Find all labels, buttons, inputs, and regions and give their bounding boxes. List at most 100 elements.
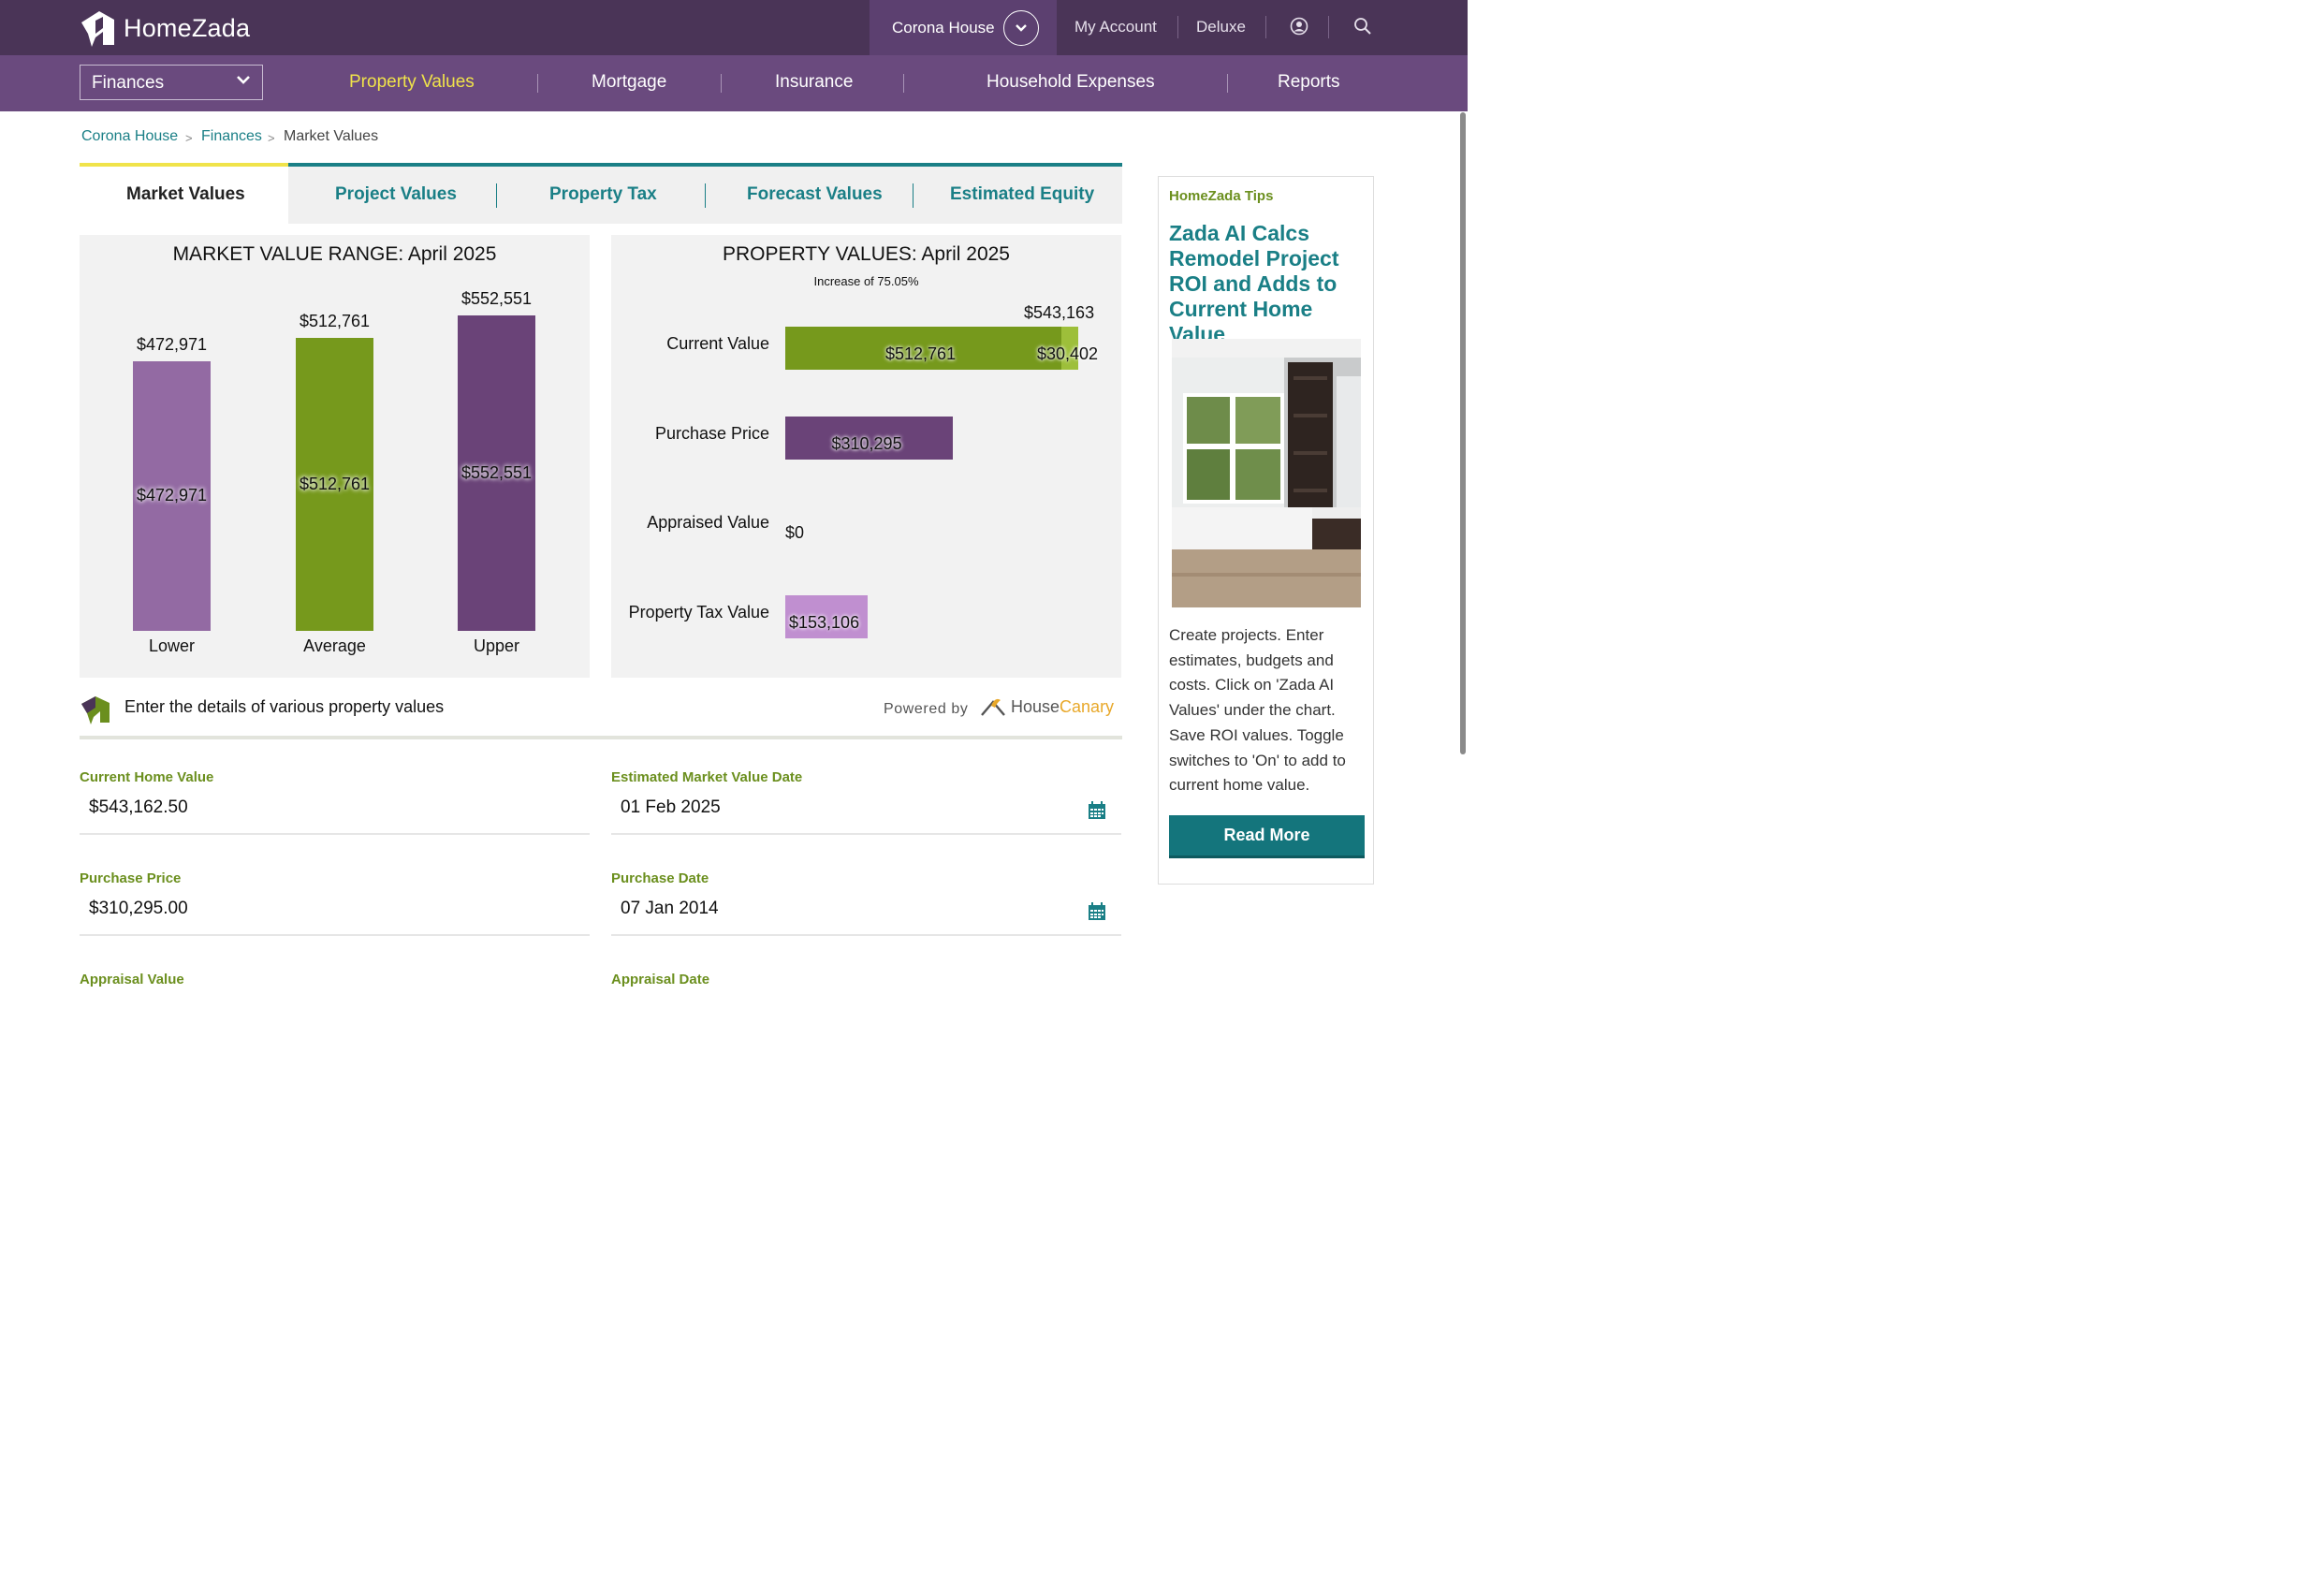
nav-divider [537,74,538,93]
purchase-price-label: Purchase Price [80,870,182,886]
divider [1265,16,1266,38]
row-label: Purchase Price [654,424,769,443]
user-icon[interactable] [1289,16,1309,37]
section-select[interactable]: Finances [80,65,263,100]
bar-segment [785,417,953,460]
tab-divider [496,183,497,208]
tab-property-tax[interactable]: Property Tax [549,184,657,204]
housecanary-logo-text: HouseCanary [1011,697,1114,717]
brand-name: HomeZada [124,13,251,42]
est-market-date-label: Estimated Market Value Date [611,769,803,785]
nav-divider [903,74,904,93]
plan-link[interactable]: Deluxe [1196,18,1246,36]
breadcrumb-house[interactable]: Corona House [81,128,179,144]
divider [1328,16,1329,38]
bar-segment-label: $310,295 [831,434,902,453]
current-home-value-text: $543,162.50 [89,797,188,817]
tab-market-values[interactable]: Market Values [126,184,245,204]
est-market-date-input[interactable]: 01 Feb 2025 [611,788,1121,835]
breadcrumb-finances[interactable]: Finances [201,128,262,144]
tab-project-values[interactable]: Project Values [335,184,457,204]
divider [1177,16,1178,38]
tips-body: Create projects. Enter estimates, budget… [1169,626,1346,795]
bar-segment-label: $153,106 [789,613,860,632]
purchase-date-text: 07 Jan 2014 [621,899,719,918]
row-label: Property Tax Value [628,603,769,622]
housecanary-bird-icon [981,698,1005,716]
my-account-link[interactable]: My Account [1074,18,1157,36]
current-value-total-label: $543,163 [1024,303,1095,322]
homezada-logo-icon [81,11,114,47]
housecanary-part-a: House [1011,697,1060,716]
purchase-date-input[interactable]: 07 Jan 2014 [611,889,1121,936]
appraisal-date-label: Appraisal Date [611,972,710,987]
purchase-price-text: $310,295.00 [89,899,188,918]
bar-segment [785,595,868,638]
powered-by-text: Powered by [884,701,969,717]
tab-market-values-bg [80,163,288,224]
calendar-icon[interactable] [1088,801,1106,820]
bar-category-label: Lower [148,636,196,655]
bar-inner-label: $512,761 [299,474,371,493]
appraisal-value-label: Appraisal Value [80,972,184,987]
purchase-price-input[interactable]: $310,295.00 [80,889,590,936]
chart-title: MARKET VALUE RANGE: April 2025 [172,243,497,265]
bar-top-label: $472,971 [136,335,208,354]
chart-subtitle: Increase of 75.05% [813,274,919,288]
tab-forecast-values[interactable]: Forecast Values [747,184,883,204]
tab-divider [705,183,706,208]
bar-category-label: Upper [473,636,520,655]
bar-category-label: Average [303,636,366,655]
tips-title[interactable]: Zada AI Calcs Remodel Project ROI and Ad… [1169,221,1339,346]
tab-estimated-equity[interactable]: Estimated Equity [950,184,1095,204]
bar-inner-label: $552,551 [460,462,533,482]
house-name: Corona House [892,18,995,37]
search-icon[interactable] [1352,16,1373,37]
nav-divider [1227,74,1228,93]
breadcrumb-separator: > [185,131,193,145]
nav-divider [721,74,722,93]
details-header: Enter the details of various property va… [80,693,1122,739]
nav-mortgage[interactable]: Mortgage [592,72,667,92]
main-nav: Finances Property Values Mortgage Insura… [0,55,1468,111]
bar-inner-label: $472,971 [136,486,208,505]
top-bar: HomeZada Corona House My Account Deluxe [0,0,1468,55]
purchase-date-label: Purchase Date [611,870,709,886]
bar-upper [458,315,535,631]
chart-title: PROPERTY VALUES: April 2025 [723,243,1010,265]
nav-household-expenses[interactable]: Household Expenses [987,72,1155,92]
market-value-chart: MARKET VALUE RANGE: April 2025 $472,971 $… [80,235,590,678]
current-home-value-input[interactable]: $543,162.50 [80,788,590,835]
tips-card: HomeZada Tips Zada AI Calcs Remodel Proj… [1158,176,1374,885]
tips-heading: HomeZada Tips [1169,188,1274,204]
nav-reports[interactable]: Reports [1278,72,1340,92]
calendar-icon[interactable] [1088,902,1106,921]
est-market-date-text: 01 Feb 2025 [621,797,721,817]
homezada-mark-icon [81,696,110,724]
logo[interactable]: HomeZada [79,9,250,47]
current-home-value-label: Current Home Value [80,769,214,785]
bar-top-label: $552,551 [460,289,533,308]
nav-property-values[interactable]: Property Values [349,72,475,92]
bar-segment [785,327,1061,370]
bar-top-label: $512,761 [299,312,371,330]
chevron-down-icon [237,76,250,84]
nav-insurance[interactable]: Insurance [775,72,854,92]
bar-lower [133,361,211,631]
row-label: Current Value [666,334,769,353]
bathroom-photo [1172,339,1361,607]
page-scrollbar[interactable] [1460,112,1466,754]
house-dropdown-icon[interactable] [1003,10,1039,46]
row-label: Appraised Value [647,513,769,532]
bar-segment-label: $512,761 [885,344,957,363]
housecanary-part-b: Canary [1060,697,1115,716]
house-selector[interactable]: Corona House [870,0,1057,55]
tab-divider [913,183,914,208]
bar-segment-label: $0 [785,523,805,542]
details-heading: Enter the details of various property va… [124,697,445,716]
property-values-chart: PROPERTY VALUES: April 2025 Increase of … [611,235,1121,678]
bar-segment [1061,327,1078,370]
section-select-value: Finances [92,73,165,93]
breadcrumb-separator: > [268,131,275,145]
read-more-button[interactable]: Read More [1169,815,1365,858]
